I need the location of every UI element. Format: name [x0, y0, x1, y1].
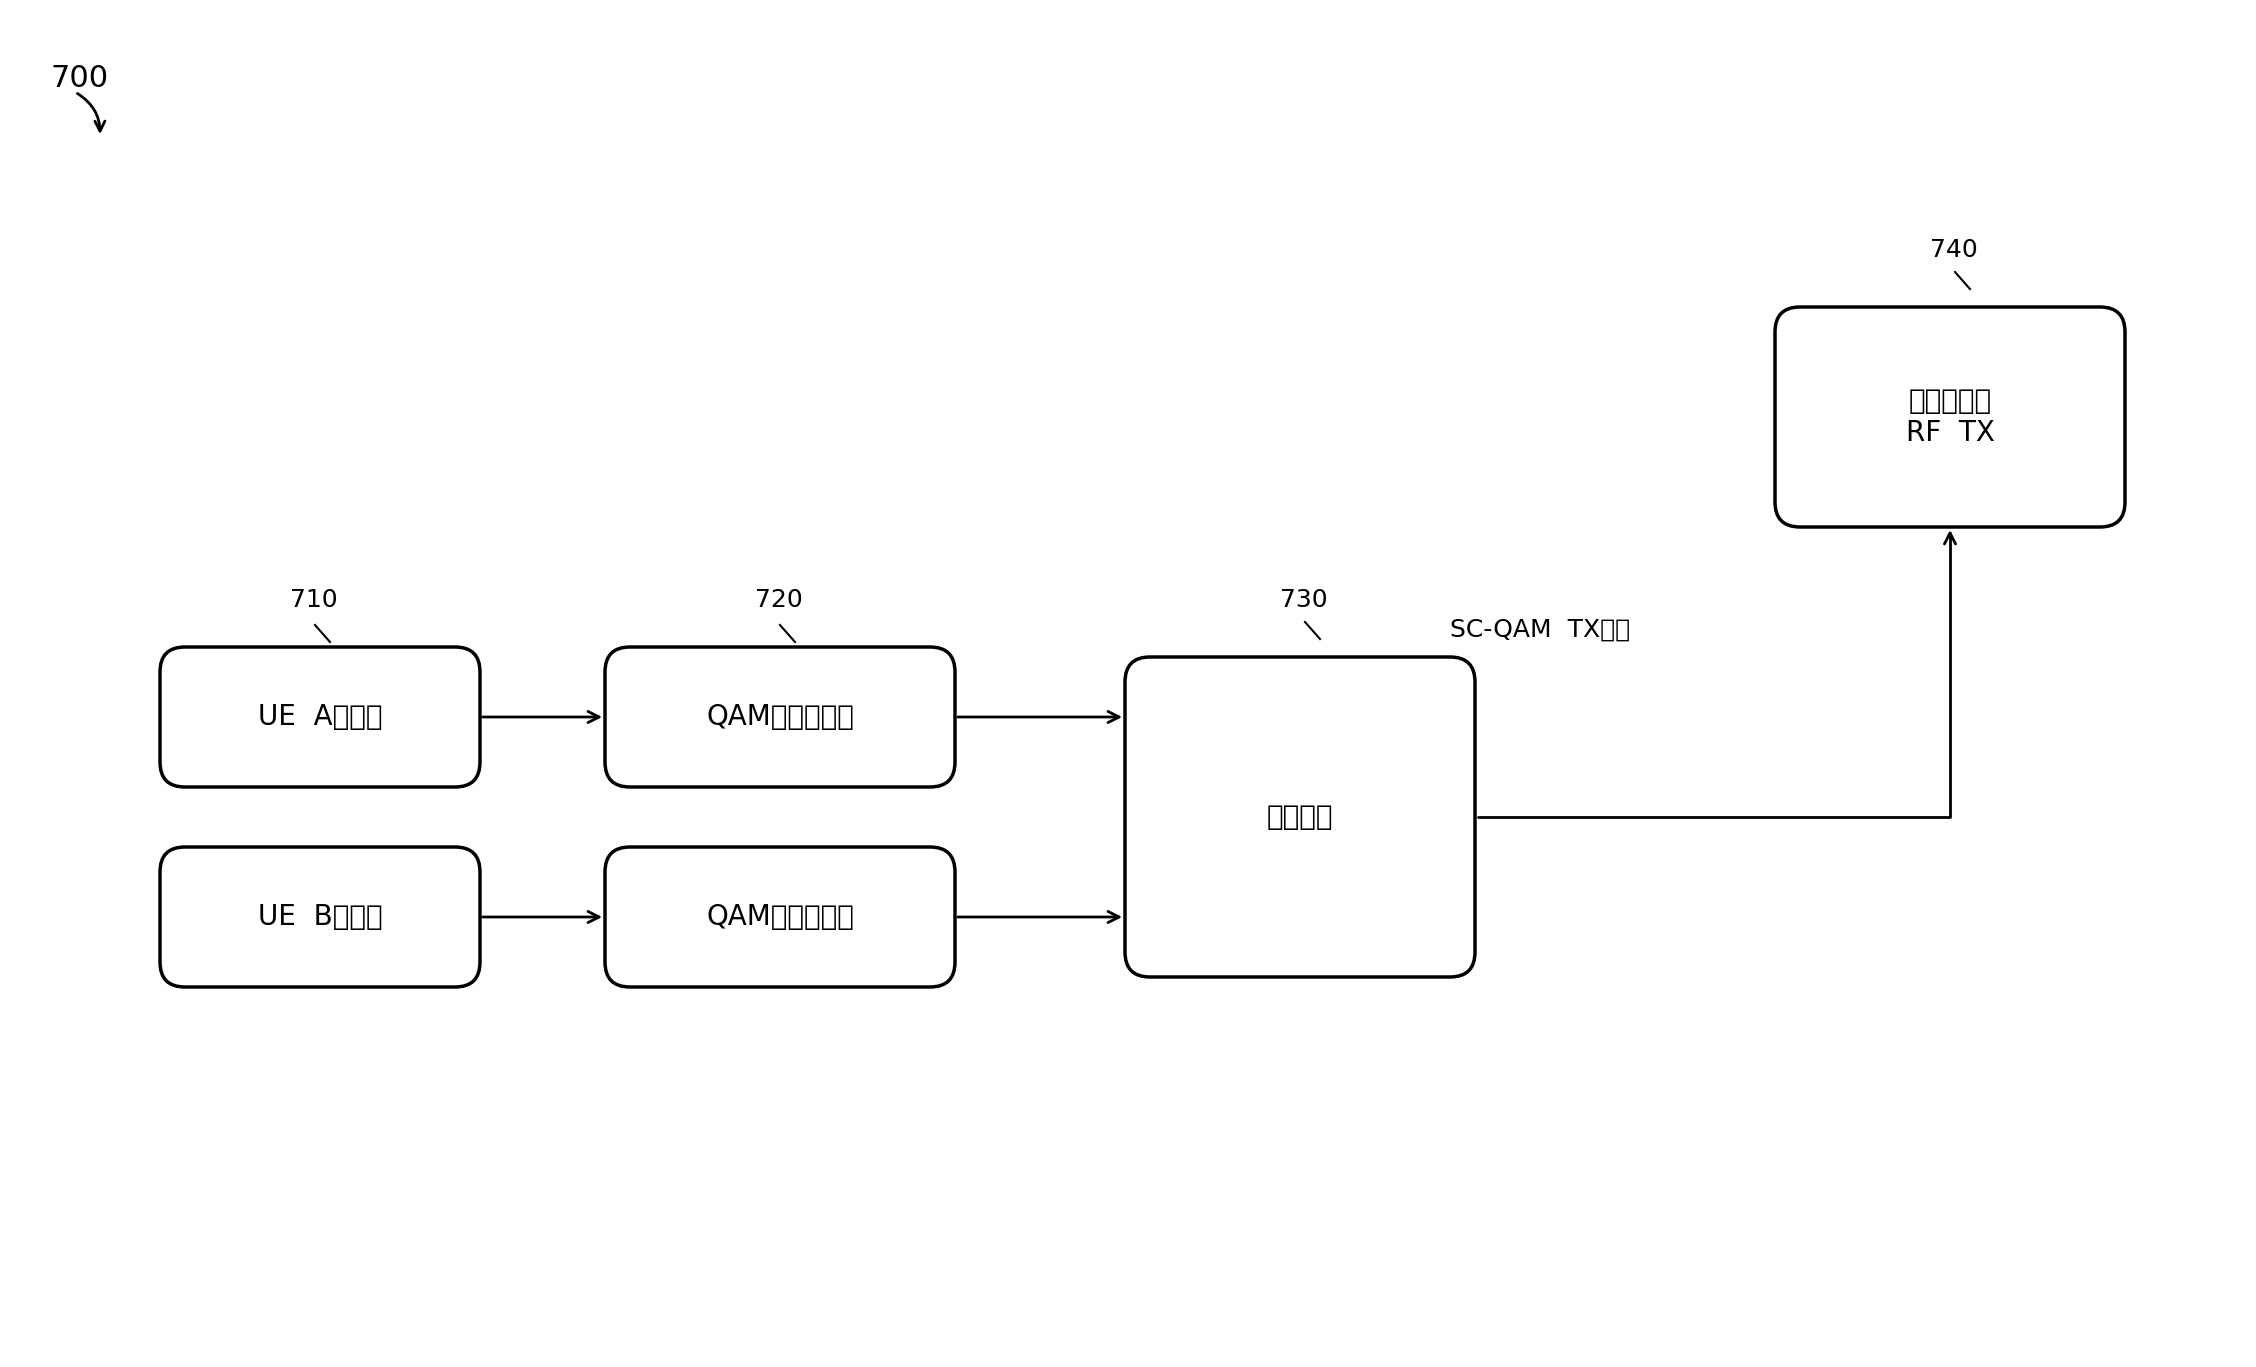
Text: 720: 720 — [756, 588, 803, 612]
FancyBboxPatch shape — [605, 848, 954, 987]
Text: 极分复用: 极分复用 — [1268, 802, 1333, 831]
Text: QAM星座图映射: QAM星座图映射 — [706, 703, 855, 731]
Text: SC-QAM  TX符号: SC-QAM TX符号 — [1451, 618, 1631, 642]
Text: 710: 710 — [291, 588, 338, 612]
FancyBboxPatch shape — [1126, 658, 1475, 977]
Text: 700: 700 — [50, 64, 108, 93]
FancyBboxPatch shape — [160, 848, 481, 987]
Text: 730: 730 — [1279, 588, 1327, 612]
Text: UE  B数据流: UE B数据流 — [257, 904, 381, 931]
FancyBboxPatch shape — [605, 647, 954, 787]
Text: UE  A数据流: UE A数据流 — [257, 703, 381, 731]
FancyBboxPatch shape — [1775, 308, 2125, 528]
Text: QAM星座图映射: QAM星座图映射 — [706, 904, 855, 931]
Text: 脉冲成形和
RF  TX: 脉冲成形和 RF TX — [1906, 387, 1994, 447]
FancyBboxPatch shape — [160, 647, 481, 787]
Text: 740: 740 — [1929, 238, 1979, 262]
